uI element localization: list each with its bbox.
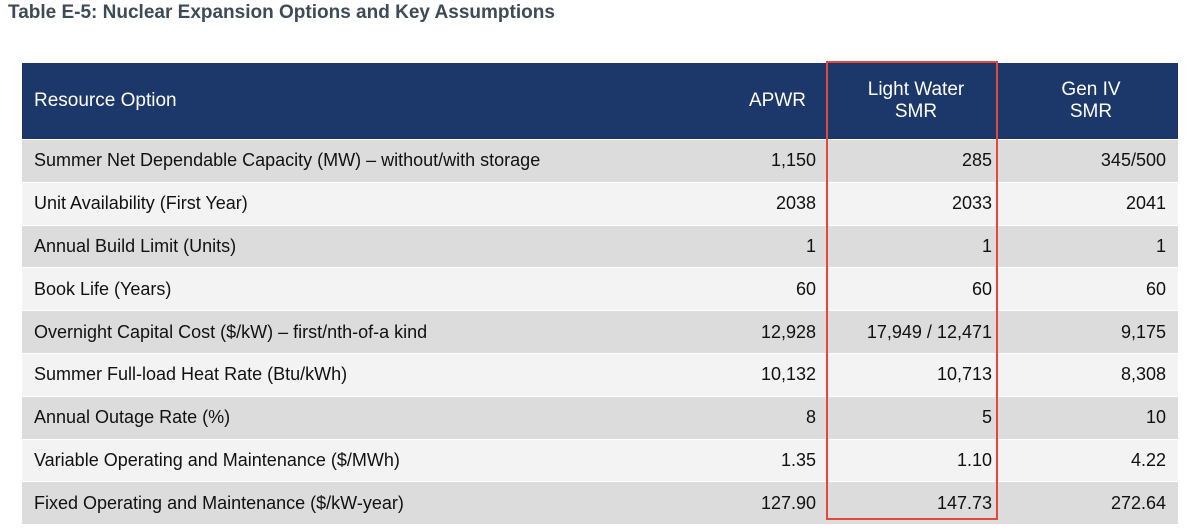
table-row: Annual Build Limit (Units) 1 1 1 (22, 224, 1178, 268)
cell-light-water-smr: 60 (828, 267, 1004, 311)
row-label: Fixed Operating and Maintenance ($/kW-ye… (22, 481, 630, 525)
cell-light-water-smr: 2033 (828, 181, 1004, 226)
row-label: Book Life (Years) (22, 267, 630, 311)
table-row: Variable Operating and Maintenance ($/MW… (22, 438, 1178, 482)
row-label: Summer Full-load Heat Rate (Btu/kWh) (22, 352, 630, 397)
cell-gen-iv-smr: 1 (1004, 224, 1178, 268)
cell-gen-iv-smr: 2041 (1004, 181, 1178, 226)
cell-gen-iv-smr: 9,175 (1004, 310, 1178, 354)
header-resource-option: Resource Option (22, 63, 630, 140)
cell-light-water-smr: 1.10 (828, 438, 1004, 482)
row-label: Overnight Capital Cost ($/kW) – first/nt… (22, 310, 630, 354)
header-gen-iv-line1: Gen IV (1061, 79, 1121, 100)
cell-gen-iv-smr: 60 (1004, 267, 1178, 311)
cell-apwr: 1.35 (630, 438, 828, 482)
cell-light-water-smr: 147.73 (828, 481, 1004, 525)
cell-apwr: 2038 (630, 181, 828, 226)
nuclear-options-table: Resource Option APWR Light Water SMR Gen… (22, 63, 1178, 525)
cell-apwr: 1,150 (630, 139, 828, 183)
table-row: Book Life (Years) 60 60 60 (22, 267, 1178, 311)
header-gen-iv-smr: Gen IV SMR (1004, 63, 1178, 140)
header-gen-iv-line2: SMR (1069, 101, 1113, 122)
cell-light-water-smr: 17,949 / 12,471 (828, 310, 1004, 354)
cell-apwr: 127.90 (630, 481, 828, 525)
cell-gen-iv-smr: 345/500 (1004, 139, 1178, 183)
row-label: Annual Build Limit (Units) (22, 224, 630, 268)
table-row: Summer Full-load Heat Rate (Btu/kWh) 10,… (22, 352, 1178, 397)
cell-gen-iv-smr: 8,308 (1004, 352, 1178, 397)
table-title: Table E-5: Nuclear Expansion Options and… (8, 2, 555, 23)
cell-gen-iv-smr: 272.64 (1004, 481, 1178, 525)
cell-light-water-smr: 1 (828, 224, 1004, 268)
table-row: Overnight Capital Cost ($/kW) – first/nt… (22, 310, 1178, 354)
cell-light-water-smr: 10,713 (828, 352, 1004, 397)
table-row: Fixed Operating and Maintenance ($/kW-ye… (22, 481, 1178, 525)
cell-apwr: 60 (630, 267, 828, 311)
header-light-water-line2: SMR (894, 101, 938, 122)
cell-apwr: 8 (630, 395, 828, 440)
cell-apwr: 12,928 (630, 310, 828, 354)
cell-light-water-smr: 285 (828, 139, 1004, 183)
header-apwr: APWR (630, 63, 828, 140)
row-label: Variable Operating and Maintenance ($/MW… (22, 438, 630, 482)
header-light-water-smr: Light Water SMR (828, 63, 1004, 140)
cell-gen-iv-smr: 4.22 (1004, 438, 1178, 482)
cell-gen-iv-smr: 10 (1004, 395, 1178, 440)
table-row: Annual Outage Rate (%) 8 5 10 (22, 395, 1178, 440)
row-label: Annual Outage Rate (%) (22, 395, 630, 440)
table-header-row: Resource Option APWR Light Water SMR Gen… (22, 63, 1178, 140)
table-row: Summer Net Dependable Capacity (MW) – wi… (22, 139, 1178, 183)
header-light-water-line1: Light Water (867, 79, 965, 100)
cell-apwr: 1 (630, 224, 828, 268)
row-label: Summer Net Dependable Capacity (MW) – wi… (22, 139, 630, 183)
cell-light-water-smr: 5 (828, 395, 1004, 440)
cell-apwr: 10,132 (630, 352, 828, 397)
row-label: Unit Availability (First Year) (22, 181, 630, 226)
table-row: Unit Availability (First Year) 2038 2033… (22, 181, 1178, 226)
